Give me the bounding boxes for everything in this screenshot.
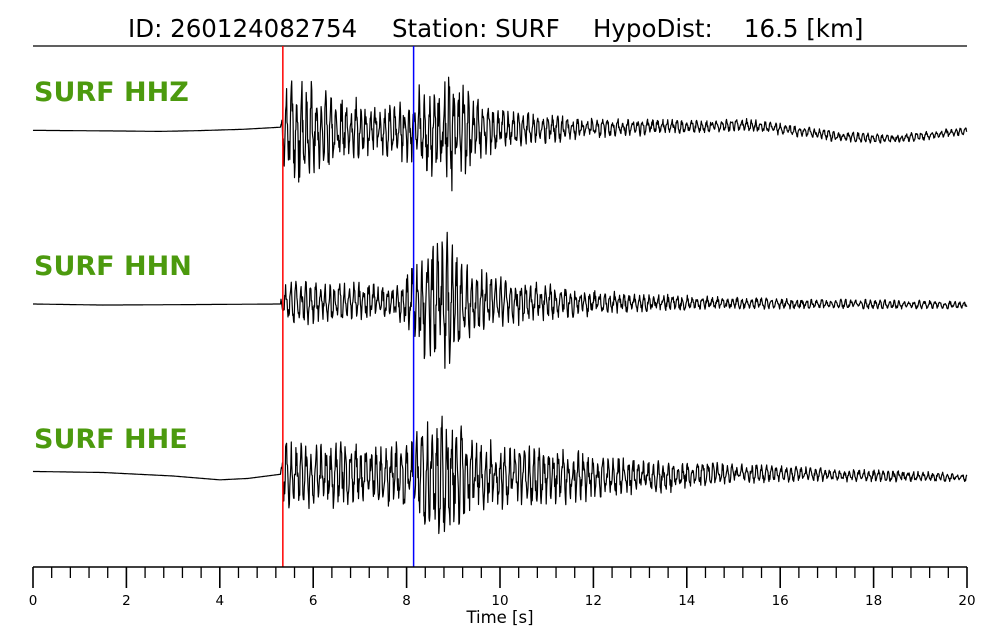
- channel-label-hhn: SURF HHN: [34, 251, 192, 282]
- time-axis: 0 2 4 6 8 10 12 14 16 18 20: [29, 566, 976, 609]
- title-hypo-distance: HypoDist: 16.5 [km]: [593, 14, 863, 43]
- trace-surf-hhz: [32, 76, 968, 192]
- x-tick-label: 14: [678, 593, 695, 609]
- x-tick-label: 12: [585, 593, 602, 609]
- title-station: Station: SURF: [392, 14, 560, 43]
- x-axis-label: Time [s]: [465, 608, 533, 627]
- x-tick-label: 0: [29, 593, 38, 609]
- trace-surf-hhn: [32, 231, 968, 369]
- x-tick-label: 20: [958, 593, 975, 609]
- trace-group: [32, 76, 968, 535]
- x-tick-label: 4: [216, 593, 225, 609]
- pick-lines: [282, 46, 415, 567]
- x-tick-label: 10: [491, 593, 508, 609]
- x-tick-label: 8: [402, 593, 411, 609]
- x-tick-label: 18: [865, 593, 882, 609]
- x-tick-label: 2: [122, 593, 131, 609]
- title-event-id: ID: 260124082754: [128, 14, 357, 43]
- x-tick-label: 16: [772, 593, 789, 609]
- trace-surf-hhe: [32, 415, 968, 535]
- channel-label-hhz: SURF HHZ: [34, 77, 189, 108]
- x-tick-label: 6: [309, 593, 318, 609]
- channel-label-hhe: SURF HHE: [34, 424, 188, 455]
